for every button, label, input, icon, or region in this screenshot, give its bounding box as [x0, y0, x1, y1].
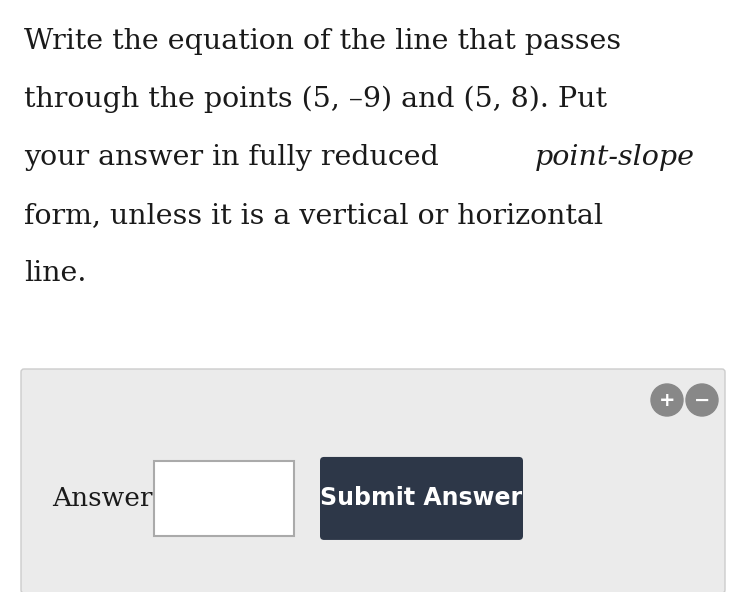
- Text: −: −: [694, 391, 710, 410]
- Text: point-slope: point-slope: [534, 144, 694, 171]
- Text: Write the equation of the line that passes: Write the equation of the line that pass…: [24, 28, 621, 55]
- Text: Answer:: Answer:: [52, 486, 161, 511]
- Text: form, unless it is a vertical or horizontal: form, unless it is a vertical or horizon…: [24, 202, 603, 229]
- Text: line.: line.: [24, 260, 86, 287]
- Text: +: +: [659, 391, 675, 410]
- Text: Submit Answer: Submit Answer: [321, 487, 523, 510]
- Circle shape: [651, 384, 683, 416]
- FancyBboxPatch shape: [320, 457, 523, 540]
- FancyBboxPatch shape: [154, 461, 294, 536]
- FancyBboxPatch shape: [21, 369, 725, 592]
- Text: through the points (5, –9) and (5, 8). Put: through the points (5, –9) and (5, 8). P…: [24, 86, 607, 113]
- Circle shape: [686, 384, 718, 416]
- Text: your answer in fully reduced: your answer in fully reduced: [24, 144, 448, 171]
